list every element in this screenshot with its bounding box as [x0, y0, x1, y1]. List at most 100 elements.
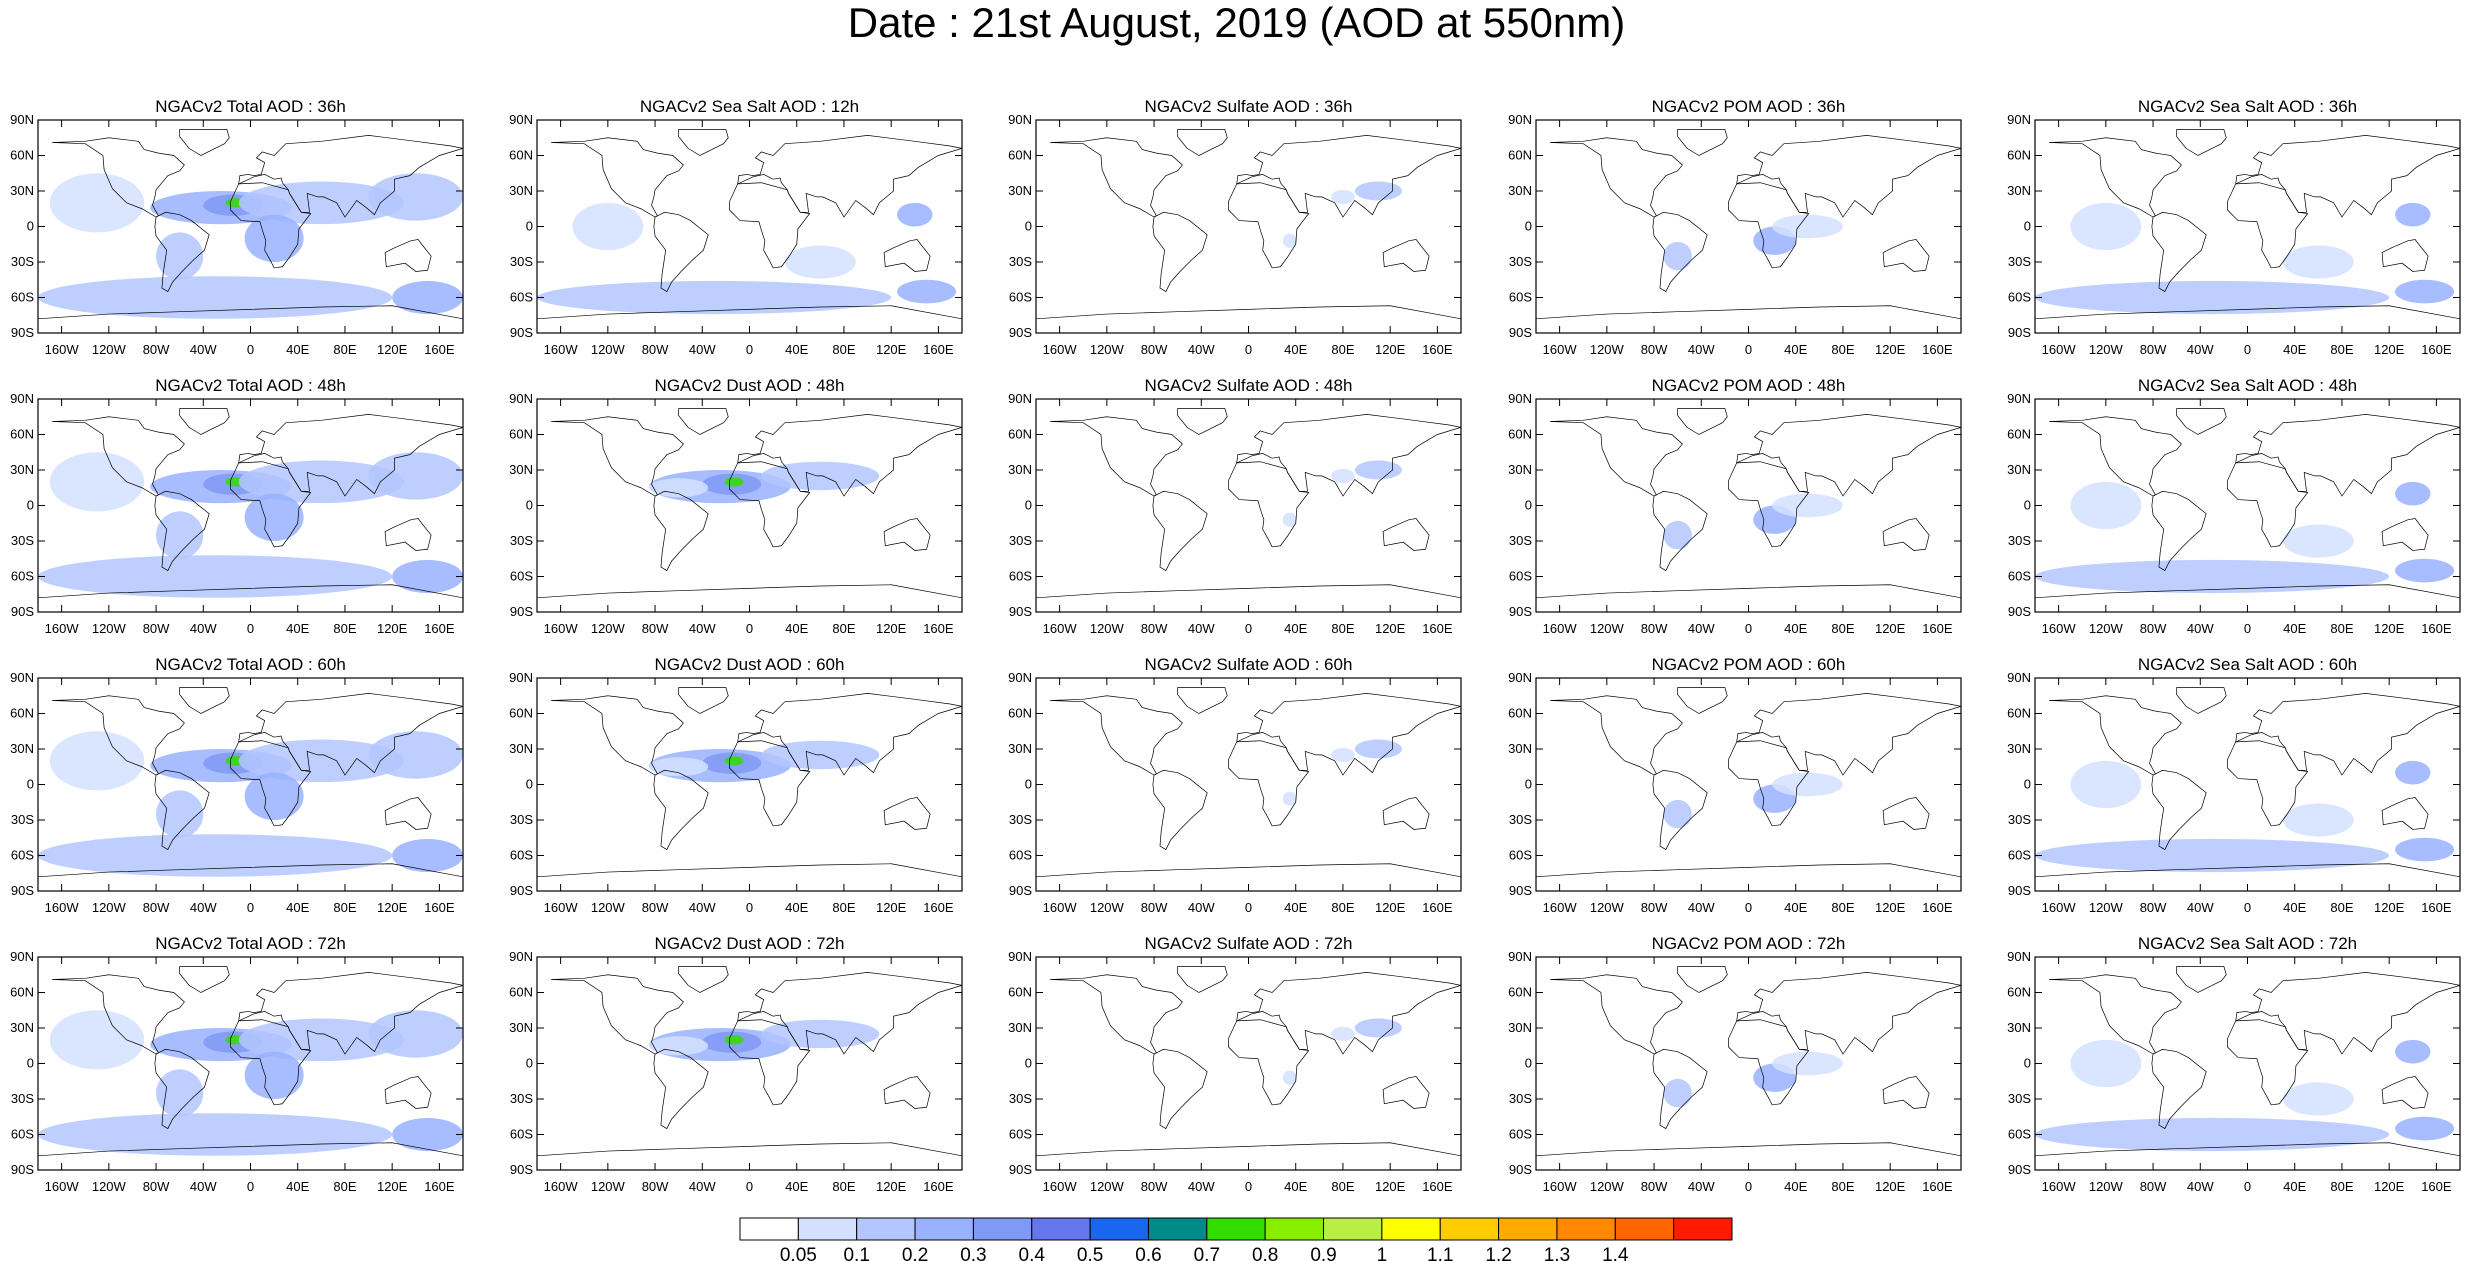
panel-title: NGACv2 Sulfate AOD : 60h — [1145, 655, 1353, 674]
lon-tick-label: 160W — [2042, 621, 2077, 636]
lon-tick-label: 160W — [1543, 1179, 1578, 1194]
colorbar-swatch — [1673, 1217, 1733, 1241]
lon-tick-label: 40W — [689, 621, 716, 636]
lon-tick-label: 80E — [1331, 621, 1354, 636]
lat-tick-label: 60N — [509, 427, 533, 442]
lon-tick-label: 0 — [2244, 342, 2251, 357]
lon-tick-label: 160W — [1043, 900, 1078, 915]
ocean-background — [1536, 678, 1961, 891]
lon-tick-label: 160W — [1043, 621, 1078, 636]
lon-tick-label: 120W — [1590, 900, 1625, 915]
panel-title: NGACv2 Sea Salt AOD : 72h — [2138, 934, 2357, 953]
lat-tick-label: 0 — [27, 1056, 34, 1071]
aerosol-plume — [724, 477, 744, 487]
aerosol-plume — [238, 739, 404, 783]
lon-tick-label: 80W — [1641, 1179, 1668, 1194]
aerosol-plume — [244, 493, 304, 541]
map-panel: NGACv2 Total AOD : 48h 90N 60N 30N 0 30S 60S 90… — [10, 376, 464, 636]
lat-tick-label: 90S — [1509, 1162, 1532, 1177]
lon-tick-label: 160W — [2042, 342, 2077, 357]
aerosol-plume — [49, 1010, 145, 1070]
colorbar-swatch — [1264, 1217, 1325, 1241]
lon-tick-label: 40W — [2187, 1179, 2214, 1194]
colorbar-label: 0.05 — [780, 1245, 817, 1261]
lat-tick-label: 90N — [509, 949, 533, 964]
lon-tick-label: 160W — [1043, 1179, 1078, 1194]
aerosol-plume — [724, 756, 744, 766]
ocean-background — [1536, 957, 1961, 1170]
lon-tick-label: 40E — [286, 900, 309, 915]
lon-tick-label: 120E — [1375, 342, 1406, 357]
colorbar-label: 0.6 — [1135, 1245, 1161, 1261]
lat-tick-label: 90N — [1508, 112, 1532, 127]
lat-tick-label: 0 — [1525, 1056, 1532, 1071]
lon-tick-label: 120W — [591, 621, 626, 636]
colorbar-swatch — [1439, 1217, 1500, 1241]
lon-tick-label: 0 — [2244, 900, 2251, 915]
colorbar-label: 0.5 — [1077, 1245, 1103, 1261]
aerosol-plume — [2395, 481, 2431, 506]
aerosol-plume — [1663, 1078, 1692, 1108]
aerosol-plume — [1282, 791, 1297, 806]
lon-tick-label: 80E — [2330, 621, 2353, 636]
lat-tick-label: 0 — [2024, 1056, 2031, 1071]
lon-tick-label: 40E — [286, 621, 309, 636]
lat-tick-label: 60N — [10, 427, 34, 442]
aerosol-plume — [784, 245, 856, 279]
lat-tick-label: 0 — [1025, 777, 1032, 792]
lon-tick-label: 40E — [1284, 342, 1307, 357]
aerosol-plume — [1772, 493, 1843, 518]
lon-tick-label: 40E — [1284, 1179, 1307, 1194]
lat-tick-label: 90S — [11, 1162, 34, 1177]
lat-tick-label: 90N — [1008, 112, 1032, 127]
lon-tick-label: 120E — [876, 1179, 907, 1194]
lat-tick-label: 90S — [11, 325, 34, 340]
panel-title: NGACv2 Dust AOD : 72h — [655, 934, 845, 953]
lon-tick-label: 80E — [1331, 900, 1354, 915]
aerosol-plume — [2035, 559, 2390, 594]
map-panel: NGACv2 POM AOD : 48h 90N 60N 30N 0 30S 60S 90S 1… — [1508, 376, 1962, 636]
lon-tick-label: 40W — [1688, 1179, 1715, 1194]
panel-title: NGACv2 Dust AOD : 48h — [655, 376, 845, 395]
aerosol-plume — [368, 1010, 463, 1058]
lat-tick-label: 0 — [1025, 219, 1032, 234]
lon-tick-label: 160W — [1543, 621, 1578, 636]
lon-tick-label: 0 — [746, 900, 753, 915]
lon-tick-label: 160E — [1422, 621, 1453, 636]
colorbar-swatch — [914, 1217, 974, 1241]
lon-tick-label: 80E — [832, 1179, 855, 1194]
lon-tick-label: 80W — [143, 1179, 170, 1194]
lat-tick-label: 60N — [1008, 427, 1032, 442]
lat-tick-label: 30N — [1008, 1020, 1032, 1035]
colorbar-swatch — [1031, 1217, 1091, 1241]
lon-tick-label: 120E — [377, 900, 408, 915]
aerosol-plume — [1772, 214, 1843, 239]
map-panel: NGACv2 Total AOD : 60h 90N 60N 30N 0 30S 60S 90… — [10, 655, 464, 915]
colorbar-label: 1 — [1377, 1245, 1388, 1261]
lat-tick-label: 30S — [1509, 254, 1532, 269]
aerosol-plume — [1663, 799, 1692, 829]
lat-tick-label: 30N — [10, 741, 34, 756]
lat-tick-label: 90S — [510, 883, 533, 898]
aerosol-plume — [244, 1051, 304, 1099]
lon-tick-label: 40E — [2283, 1179, 2306, 1194]
lon-tick-label: 80E — [2330, 900, 2353, 915]
colorbar-label: 1.3 — [1544, 1245, 1570, 1261]
lat-tick-label: 90S — [510, 604, 533, 619]
lat-tick-label: 30S — [1509, 812, 1532, 827]
lat-tick-label: 60N — [2007, 706, 2031, 721]
aerosol-plume — [49, 173, 145, 233]
lat-tick-label: 60S — [510, 848, 533, 863]
lat-tick-label: 30N — [509, 1020, 533, 1035]
lon-tick-label: 80W — [1641, 342, 1668, 357]
lat-tick-label: 90N — [509, 112, 533, 127]
lat-tick-label: 60N — [1008, 148, 1032, 163]
lat-tick-label: 90S — [1009, 1162, 1032, 1177]
lat-tick-label: 0 — [526, 777, 533, 792]
aerosol-plume — [1772, 1051, 1843, 1076]
lon-tick-label: 120E — [1875, 900, 1906, 915]
lon-tick-label: 160E — [923, 1179, 954, 1194]
lon-tick-label: 40E — [1784, 342, 1807, 357]
ocean-background — [1036, 957, 1461, 1170]
aerosol-plume — [1331, 468, 1355, 484]
